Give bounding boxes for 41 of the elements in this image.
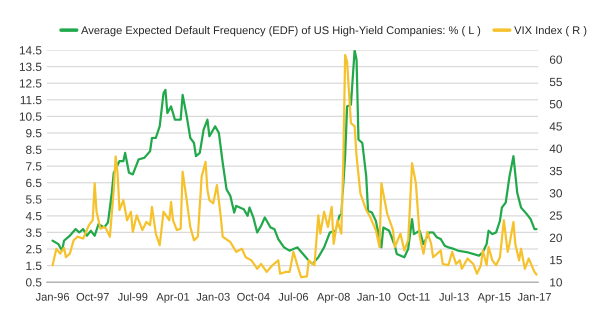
x-tick-label: Oct-04	[237, 292, 270, 301]
x-tick-label: Jan-03	[196, 292, 230, 301]
x-tick-label: Jul-13	[439, 292, 469, 301]
y-tick-label: 9.5	[26, 128, 42, 138]
y-tick-label: 5.5	[26, 195, 42, 204]
y2-tick-label: 50	[550, 100, 562, 108]
y-tick-label: 4.5	[26, 212, 42, 220]
y-tick-label: 10.5	[20, 112, 42, 121]
y2-tick-label: 30	[550, 189, 562, 198]
y-tick-label: 1.5	[26, 262, 42, 270]
x-tick-label: Jan-17	[518, 292, 551, 301]
y2-tick-label: 55	[550, 78, 562, 86]
x-tick-label: Oct-97	[76, 292, 109, 301]
y2-tick-label: 35	[550, 166, 562, 176]
legend-label: VIX Index ( R )	[514, 26, 586, 36]
x-tick-label: Jan-10	[357, 292, 390, 301]
y-tick-label: 0.5	[26, 278, 42, 287]
x-tick-label: Oct-11	[398, 292, 430, 301]
y-tick-label: 8.5	[26, 146, 42, 154]
y-tick-label: 13.5	[20, 62, 42, 72]
x-tick-label: Jul-06	[278, 292, 308, 301]
x-tick-label: Jul-99	[118, 292, 148, 301]
y-tick-label: 6.5	[26, 178, 42, 188]
x-tick-label: Jan-96	[36, 292, 70, 301]
y2-tick-label: 25	[550, 211, 562, 220]
y-tick-label: 3.5	[26, 228, 42, 237]
y-tick-label: 14.5	[20, 46, 42, 54]
y2-tick-label: 10	[550, 278, 562, 287]
y2-tick-label: 60	[550, 55, 562, 64]
y2-tick-label: 20	[550, 234, 562, 242]
x-tick-label: Apr-08	[317, 292, 350, 303]
legend-label: Average Expected Default Frequency (EDF) of US High-Yield Companies: % ( L )	[81, 26, 480, 36]
y2-tick-label: 15	[550, 256, 562, 264]
x-tick-label: Apr-01	[156, 292, 190, 303]
y-tick-label: 11.5	[20, 96, 42, 104]
y2-tick-label: 40	[550, 144, 562, 153]
y2-tick-label: 45	[550, 122, 562, 131]
y-tick-label: 12.5	[20, 79, 42, 88]
y-tick-label: 7.5	[26, 162, 42, 171]
x-tick-label: Apr-15	[478, 292, 510, 303]
y-tick-label: 2.5	[26, 245, 42, 254]
